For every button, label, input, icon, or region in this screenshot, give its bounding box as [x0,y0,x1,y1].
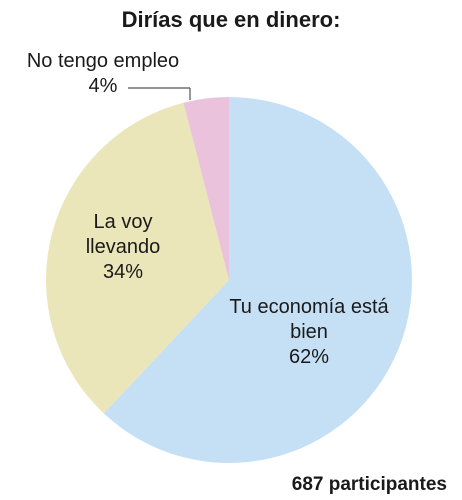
slice-economia-bien [103,97,413,463]
pie-slices [46,97,413,463]
slice-label-llevando-line2: llevando [86,236,161,258]
slice-value-sin-empleo: 4% [89,75,118,97]
slice-label-llevando-line1: La voy [94,211,153,233]
slice-value-economia: 62% [289,346,329,368]
slice-la-voy-llevando [46,102,230,414]
chart-title: Dirías que en dinero: [122,7,341,32]
slice-label-economia-line1: Tu economía está [229,296,389,318]
slice-no-tengo-empleo [183,97,229,280]
slice-value-llevando: 34% [103,261,143,283]
slice-label-economia-line2: bien [290,321,328,343]
slice-label-sin-empleo: No tengo empleo [27,50,179,72]
participants-count: 687 participantes [292,474,447,495]
